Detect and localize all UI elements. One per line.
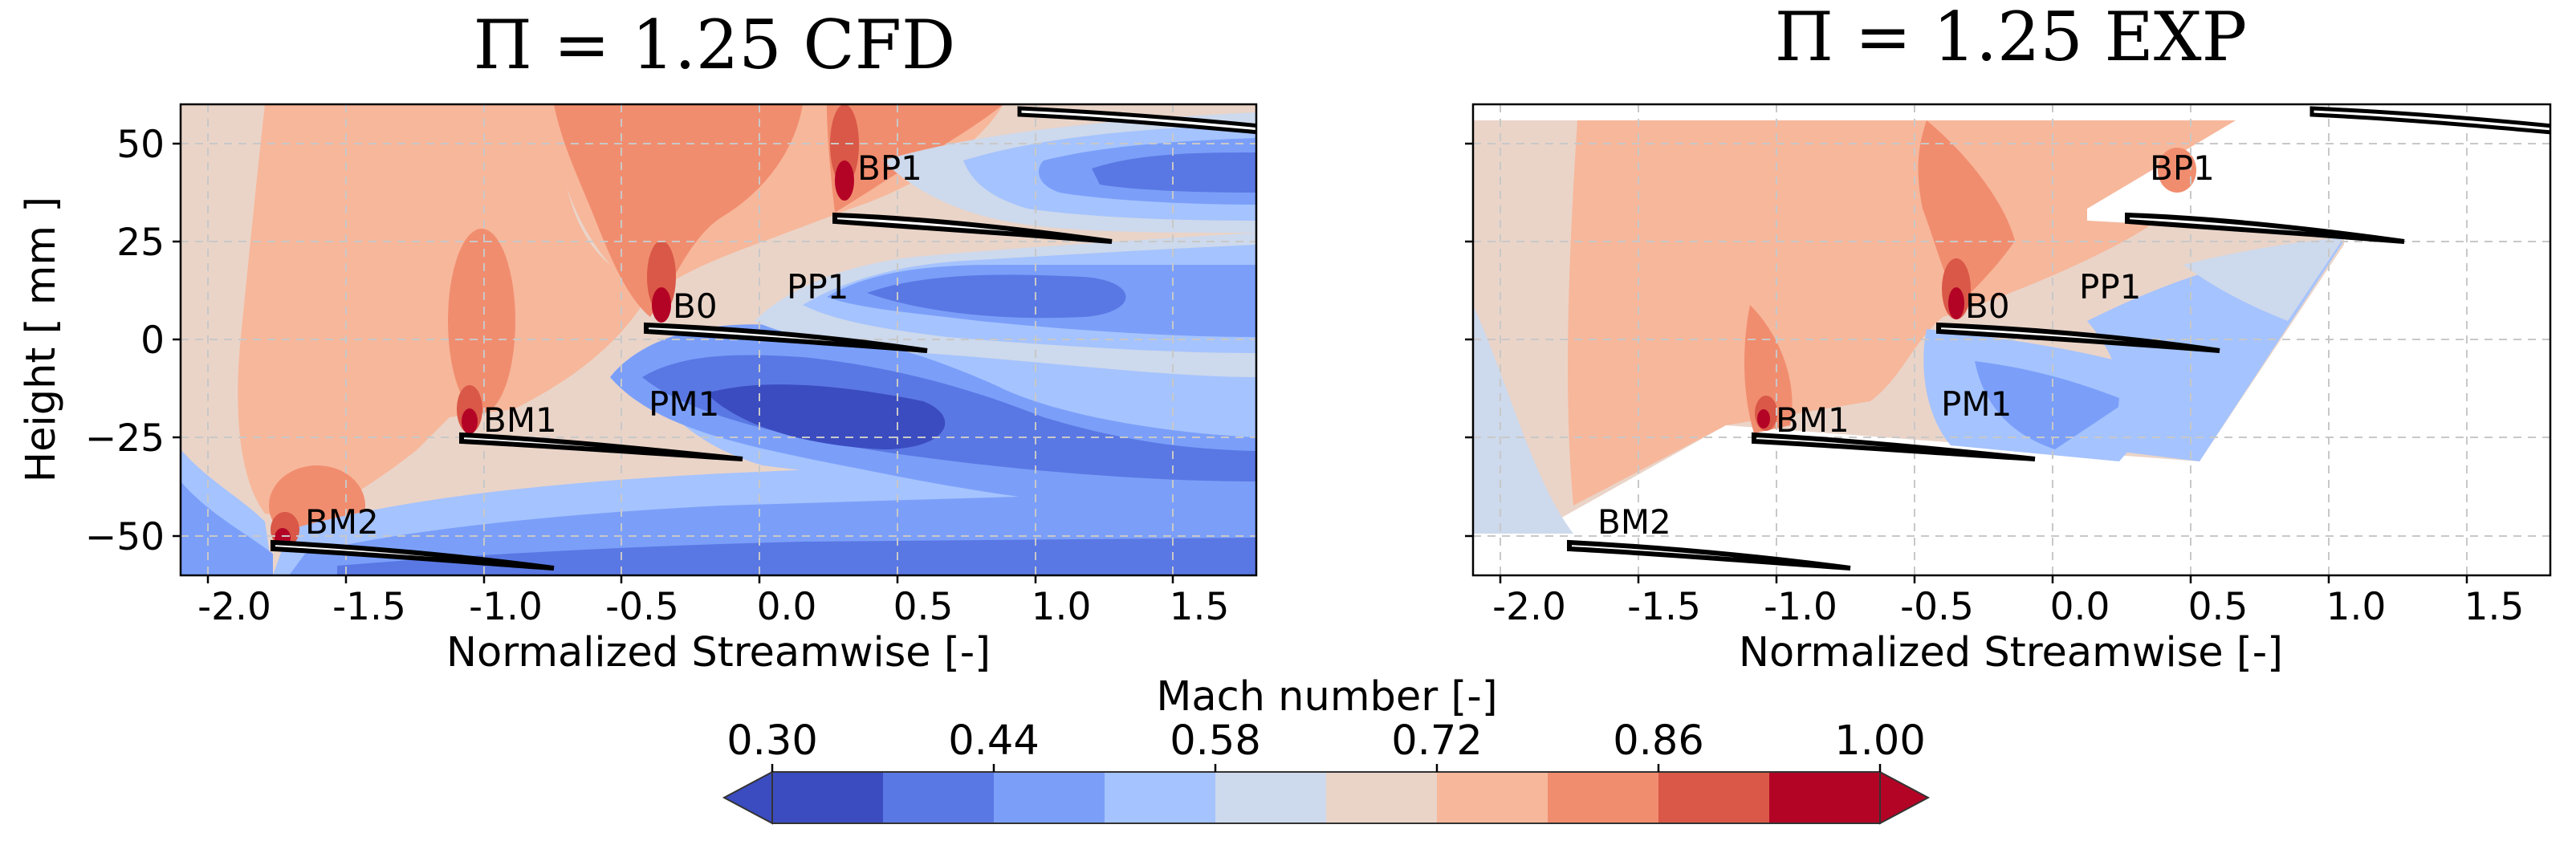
label-bm2: BM2 (1597, 502, 1671, 542)
colorbar-tick-label: 1.00 (1834, 717, 1926, 765)
colorbar-tick-label: 0.30 (726, 717, 818, 765)
xtick-minus1.5: -1.5 (332, 585, 406, 629)
xtick-0.5: 0.5 (2188, 585, 2248, 629)
label-pp1: PP1 (2079, 267, 2141, 307)
colorbar-cell (1548, 772, 1659, 823)
label-b0: B0 (673, 286, 718, 326)
blade-top (2309, 106, 2550, 135)
colorbar-cells (722, 770, 1931, 825)
colorbar-extend-high (1879, 770, 1931, 825)
blade-bp1 (2125, 212, 2405, 244)
cfd-grid (181, 104, 1256, 575)
cfd-blades (271, 106, 1256, 571)
colorbar-cell (883, 772, 995, 823)
xtick-1.5: 1.5 (1170, 585, 1230, 629)
exp-blades (1567, 106, 2550, 571)
colorbar-cell (1105, 772, 1216, 823)
ytick-minus50: −50 (85, 515, 165, 559)
exp-blade-labels: BP1 B0 PP1 PM1 BM1 BM2 (1597, 148, 2215, 542)
blade-bm2 (1567, 539, 1851, 571)
colorbar-tick-label: 0.44 (948, 717, 1040, 765)
xtick-minus0.5: -0.5 (1900, 585, 1974, 629)
xtick-minus1.0: -1.0 (1764, 585, 1837, 629)
colorbar-cell (1437, 772, 1548, 823)
ytick-0: 0 (140, 319, 165, 363)
cfd-ylabel: Height [ mm ] (18, 197, 65, 482)
cfd-title: Π = 1.25 CFD (474, 6, 956, 84)
xtick-1.0: 1.0 (2326, 585, 2387, 629)
label-bp1: BP1 (2150, 148, 2215, 188)
xtick-minus2.0: -2.0 (1492, 585, 1566, 629)
colorbar-cell (1326, 772, 1438, 823)
xtick-minus0.5: -0.5 (605, 585, 679, 629)
cfd-y-ticks: 50 25 0 −25 −50 (85, 123, 181, 559)
xtick-0.5: 0.5 (893, 585, 954, 629)
colorbar-cell (772, 772, 884, 823)
xtick-1.5: 1.5 (2464, 585, 2525, 629)
blade-bm1 (459, 432, 743, 461)
colorbar-label: Mach number [-] (1156, 673, 1497, 721)
blade-b0 (1936, 322, 2220, 353)
colorbar: Mach number [-] 0.30 0.44 0.58 0.72 0.86 1.00 (722, 673, 1931, 825)
exp-title: Π = 1.25 EXP (1775, 0, 2247, 76)
label-bm1: BM1 (1776, 400, 1850, 440)
ytick-minus25: −25 (85, 416, 165, 461)
colorbar-tick-label: 0.86 (1613, 717, 1704, 765)
xtick-0.0: 0.0 (2050, 585, 2110, 629)
colorbar-cell (1769, 772, 1881, 823)
cfd-contour-field (181, 104, 1256, 575)
label-pp1: PP1 (787, 267, 848, 307)
exp-x-ticks: -2.0 -1.5 -1.0 -0.5 0.0 0.5 1.0 1.5 (1492, 575, 2524, 629)
xtick-minus1.5: -1.5 (1627, 585, 1701, 629)
label-bm2: BM2 (305, 502, 379, 542)
exp-grid (1473, 104, 2550, 575)
colorbar-extend-low (722, 770, 773, 825)
blade-bp1 (832, 212, 1113, 244)
blade-bm2 (271, 539, 555, 571)
colorbar-cell (1215, 772, 1327, 823)
colorbar-frame (771, 771, 1881, 824)
xtick-0.0: 0.0 (757, 585, 817, 629)
colorbar-cell (1658, 772, 1770, 823)
xtick-minus2.0: -2.0 (197, 585, 271, 629)
label-bm1: BM1 (483, 400, 557, 440)
cfd-panel: Π = 1.25 CFD (18, 6, 1258, 676)
colorbar-cell (994, 772, 1105, 823)
exp-panel: Π = 1.25 EXP (1465, 0, 2552, 676)
blade-b0 (644, 322, 928, 353)
label-pm1: PM1 (649, 384, 719, 424)
cfd-blade-labels: BP1 B0 PP1 PM1 BM1 BM2 (305, 148, 922, 542)
colorbar-tick-label: 0.72 (1391, 717, 1483, 765)
blade-bm1 (1752, 432, 2036, 461)
cfd-xlabel: Normalized Streamwise [-] (446, 629, 991, 676)
ytick-25: 25 (116, 221, 165, 265)
label-pm1: PM1 (1941, 384, 2012, 424)
blade-top (1017, 106, 1256, 135)
colorbar-ticks: 0.30 0.44 0.58 0.72 0.86 1.00 (726, 717, 1926, 772)
xtick-minus1.0: -1.0 (469, 585, 543, 629)
ytick-50: 50 (116, 123, 165, 167)
cfd-x-ticks: -2.0 -1.5 -1.0 -0.5 0.0 0.5 1.0 1.5 (197, 575, 1229, 629)
colorbar-tick-label: 0.58 (1170, 717, 1261, 765)
exp-y-ticks (1465, 142, 1473, 538)
exp-xlabel: Normalized Streamwise [-] (1739, 629, 2283, 676)
xtick-1.0: 1.0 (1032, 585, 1092, 629)
label-bp1: BP1 (857, 148, 922, 188)
label-b0: B0 (1965, 286, 2010, 326)
